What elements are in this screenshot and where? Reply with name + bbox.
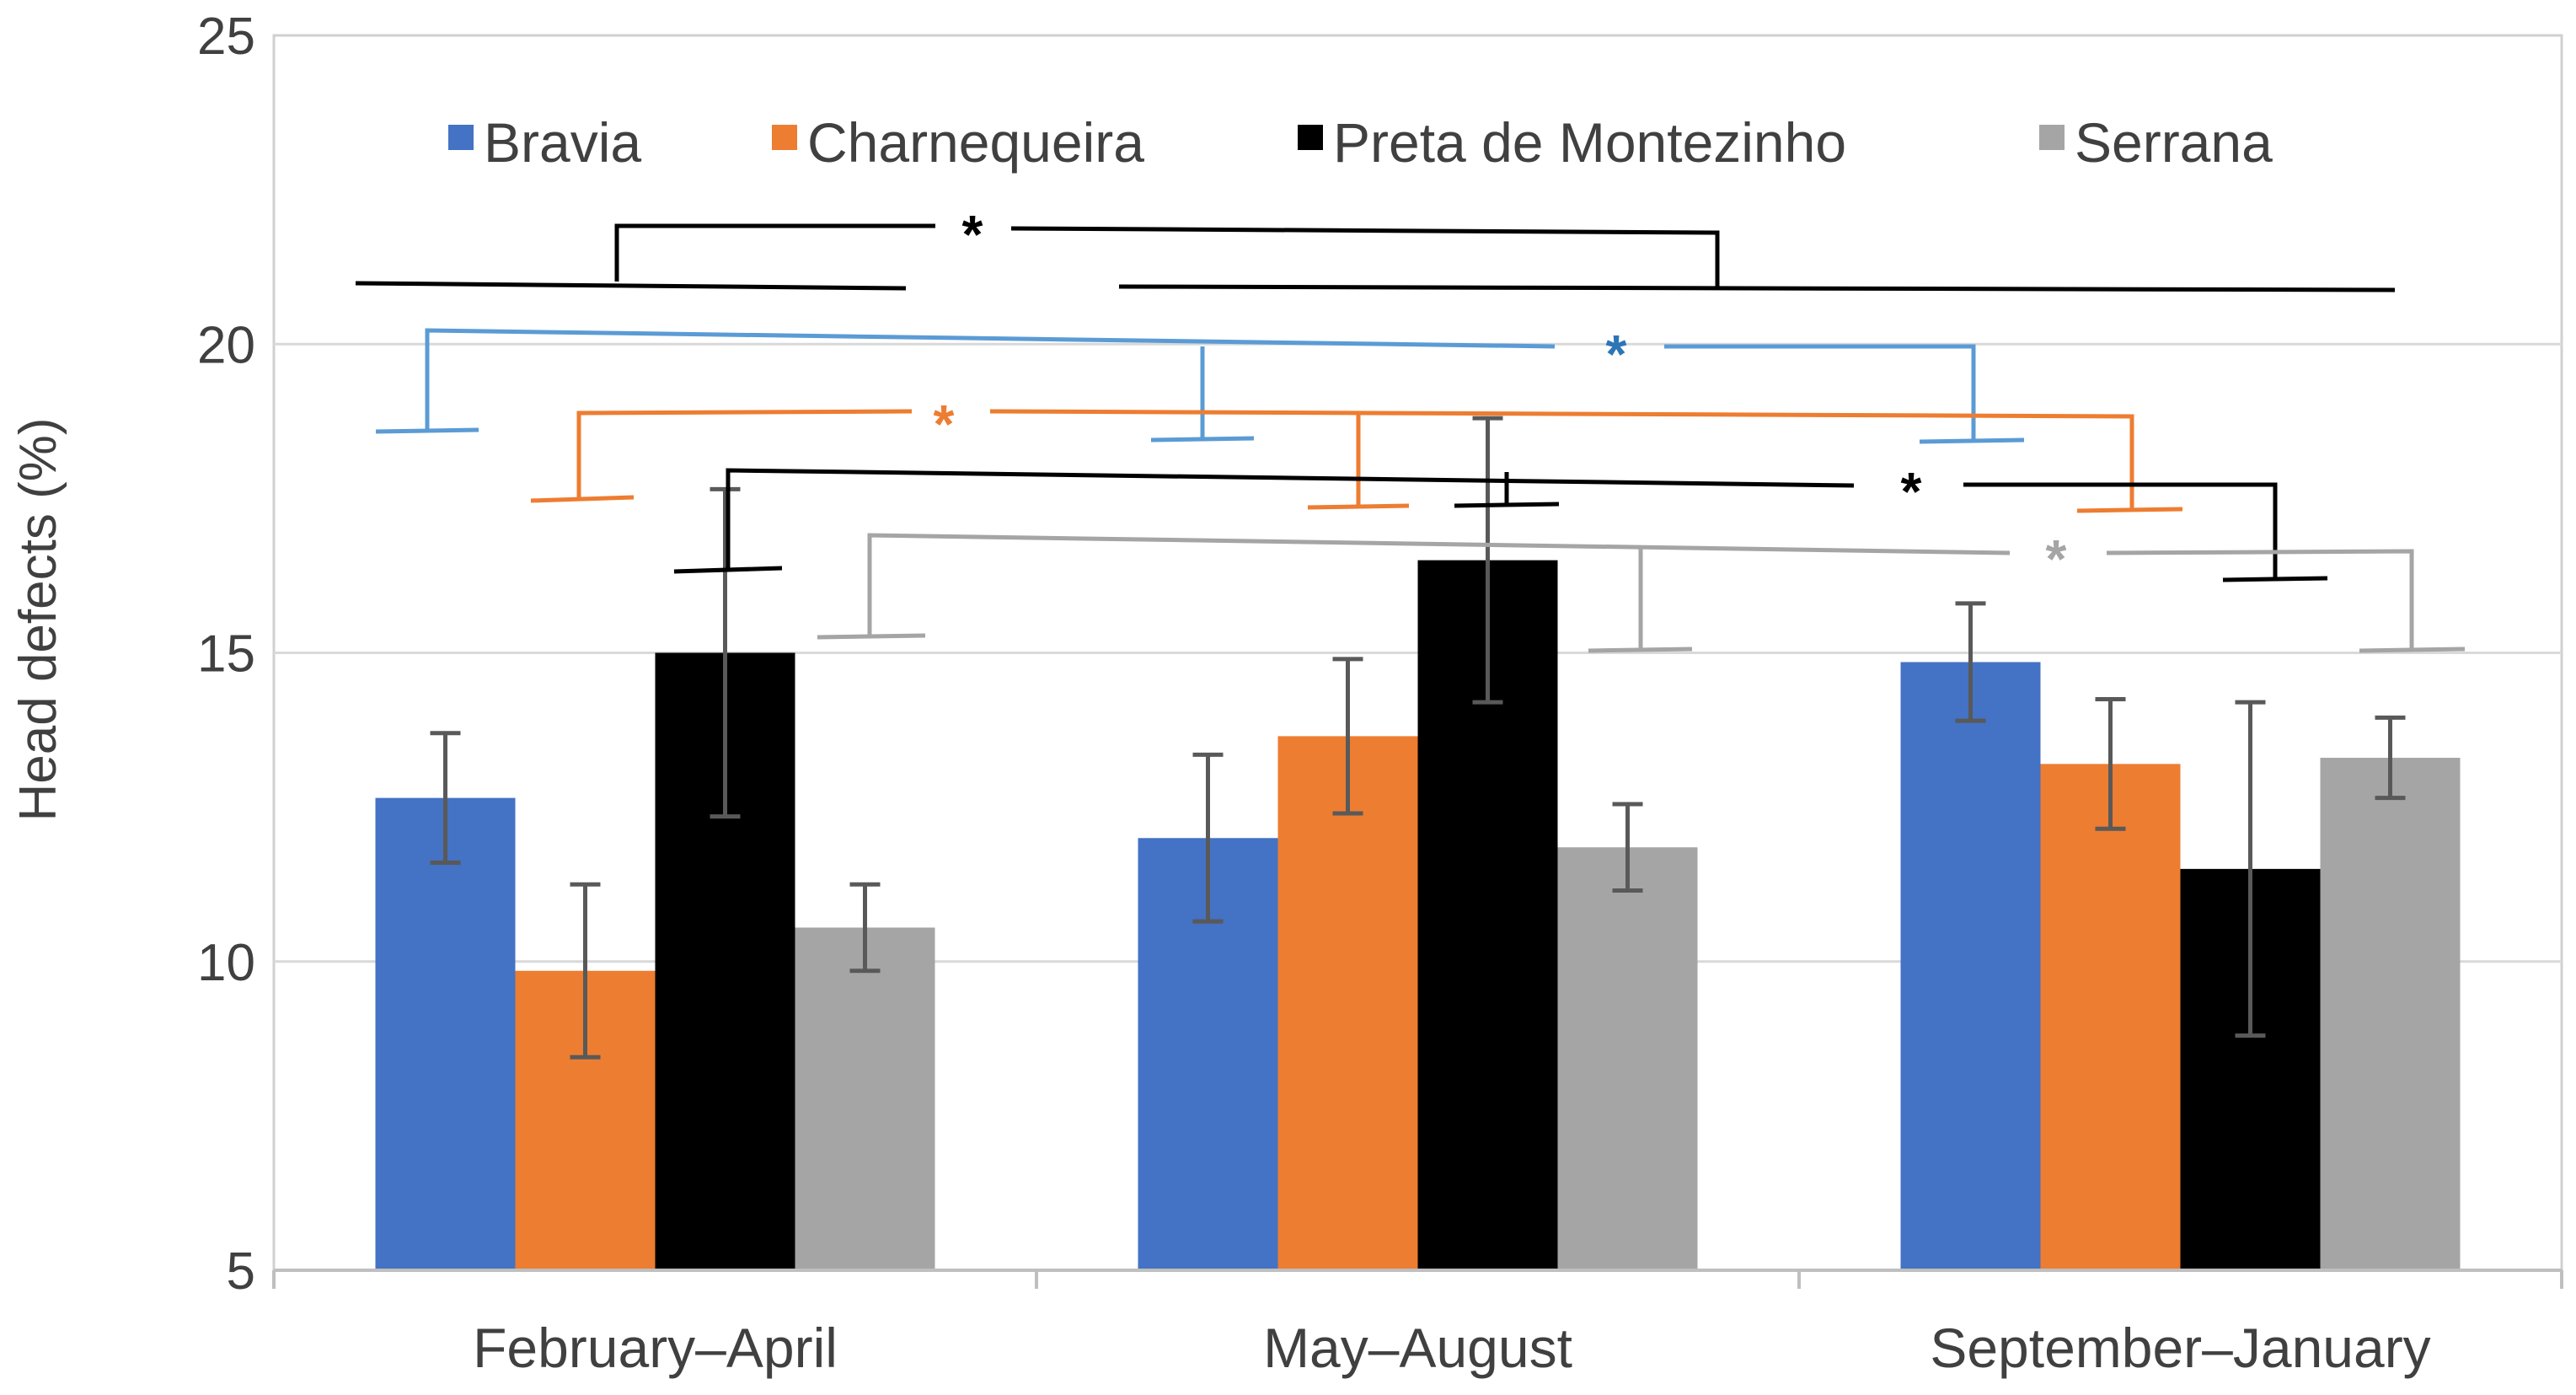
bracket-tick	[2076, 507, 2183, 513]
bar	[2040, 764, 2181, 1270]
period-bracket	[614, 223, 935, 282]
bracket-tick	[1150, 436, 1255, 443]
period-bracket	[1010, 226, 1720, 287]
legend-label: Serrana	[2075, 111, 2273, 174]
period-bracket-left-base	[355, 281, 907, 291]
y-tick-label: 25	[197, 8, 255, 66]
bar	[1900, 662, 2041, 1270]
series-bracket-preta	[726, 468, 1855, 570]
y-tick-label: 5	[227, 1242, 255, 1301]
x-tick-label: September–January	[1930, 1317, 2430, 1379]
legend-swatch	[1298, 125, 1323, 150]
legend: Bravia Charnequeira Preta de Montezinho Ser…	[448, 111, 2273, 174]
series-bracket-serrana	[2106, 549, 2414, 649]
bar	[1557, 847, 1698, 1270]
legend-swatch	[772, 125, 797, 150]
bracket-tick	[1454, 502, 1560, 508]
series-bracket-bravia	[1664, 344, 1976, 440]
bars	[375, 560, 2461, 1270]
period-bracket-right-base	[1118, 284, 2396, 292]
x-tick-label: May–August	[1263, 1317, 1572, 1379]
axes: 5 10 15 20 25 February–April May–August Septemb…	[197, 8, 2563, 1379]
series-bracket-preta	[1963, 482, 2278, 578]
bracket-tick	[2222, 576, 2328, 582]
bracket-tick	[2359, 647, 2466, 653]
x-tick-label: February–April	[473, 1317, 838, 1379]
significance-star: *	[1901, 461, 1922, 522]
bracket-tick	[375, 427, 479, 434]
series-bracket-bravia	[425, 328, 1556, 430]
bar	[375, 797, 516, 1270]
significance-brackets: * * * * *	[355, 204, 2466, 653]
y-axis-title: Head defects (%)	[9, 418, 67, 822]
series-bracket-serrana	[867, 533, 2011, 636]
bar	[795, 927, 935, 1270]
bracket-tick	[1919, 437, 2025, 444]
y-tick-label: 20	[197, 316, 255, 374]
bracket-tick	[1588, 647, 1693, 653]
legend-swatch	[2039, 125, 2065, 150]
error-bars	[430, 416, 2406, 1060]
bracket-tick	[817, 633, 926, 640]
legend-swatch	[448, 125, 474, 150]
bracket-tick	[1307, 503, 1410, 510]
significance-star: *	[2046, 528, 2067, 589]
bar	[1277, 736, 1418, 1270]
significance-star: *	[1606, 324, 1627, 384]
legend-label: Preta de Montezinho	[1333, 111, 1846, 174]
significance-star: *	[934, 394, 955, 454]
legend-label: Bravia	[484, 111, 641, 174]
bar	[2320, 758, 2461, 1270]
series-bracket-charnequeira	[576, 409, 913, 497]
series-bracket-charnequeira	[989, 409, 2134, 509]
y-tick-label: 10	[197, 934, 255, 992]
y-tick-label: 15	[197, 625, 255, 684]
legend-label: Charnequeira	[807, 111, 1144, 174]
significance-star: *	[962, 204, 983, 265]
bracket-tick	[530, 495, 635, 503]
